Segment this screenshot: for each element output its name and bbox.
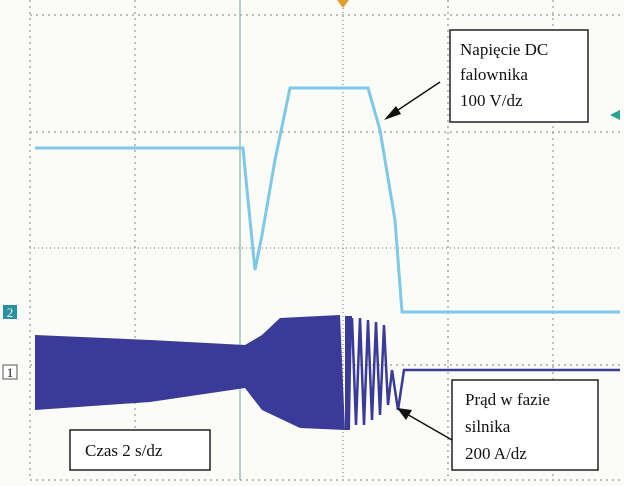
oscilloscope-screen: 2 1 Napięcie DC falownika 100 V/dz Prąd … bbox=[0, 0, 624, 486]
channel-marker: 2 bbox=[7, 305, 14, 320]
annotation-text: 200 A/dz bbox=[465, 444, 527, 463]
annotation-text: Napięcie DC bbox=[460, 40, 548, 59]
annotation-text: Prąd w fazie bbox=[465, 390, 550, 409]
annotation-text: Czas 2 s/dz bbox=[85, 441, 163, 460]
channel-marker: 1 bbox=[7, 365, 14, 380]
annotation-text: falownika bbox=[460, 65, 528, 84]
time-annotation: Czas 2 s/dz bbox=[70, 430, 210, 470]
annotation-text: 100 V/dz bbox=[460, 91, 523, 110]
annotation-text: silnika bbox=[465, 417, 511, 436]
